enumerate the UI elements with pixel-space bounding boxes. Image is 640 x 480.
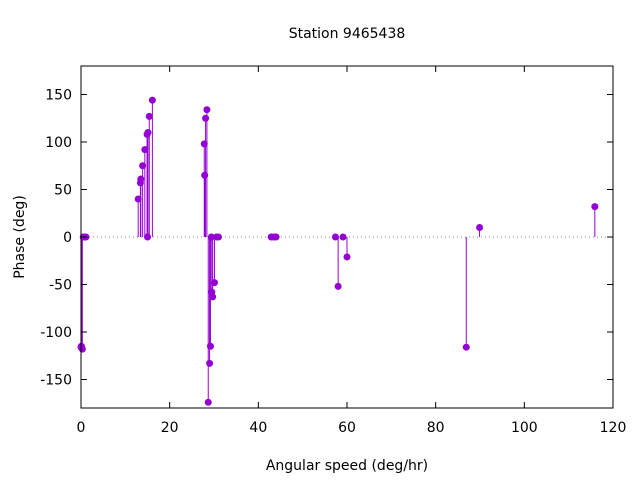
data-point	[144, 129, 152, 136]
y-tick-label: 0	[63, 230, 72, 246]
y-axis-label: Phase (deg)	[12, 195, 28, 279]
y-tick-label: -150	[40, 373, 72, 389]
x-tick-label: 60	[338, 420, 356, 436]
data-point	[476, 224, 484, 231]
data-point	[209, 293, 217, 301]
data-point	[591, 203, 599, 211]
data-point	[201, 171, 209, 179]
y-tick-label: -100	[40, 325, 72, 341]
x-tick-label: 20	[161, 420, 179, 436]
chart-title: Station 9465438	[289, 26, 406, 42]
data-point	[339, 233, 347, 241]
data-point	[139, 162, 147, 170]
y-tick-label: -50	[49, 278, 72, 294]
data-point	[207, 233, 215, 241]
data-point	[206, 342, 214, 350]
x-tick-label: 0	[77, 420, 86, 436]
x-axis-label: Angular speed (deg/hr)	[266, 458, 428, 474]
y-tick-label: 150	[45, 88, 72, 104]
data-point	[334, 282, 342, 290]
data-point	[204, 398, 212, 406]
data-point	[331, 233, 339, 241]
data-point	[148, 96, 156, 104]
data-point	[202, 114, 210, 122]
data-point	[462, 343, 470, 351]
y-tick-label: 100	[45, 135, 72, 151]
x-tick-label: 120	[600, 420, 627, 436]
data-point	[206, 359, 214, 367]
data-point	[214, 233, 222, 241]
data-point	[141, 146, 149, 154]
data-point	[200, 140, 208, 148]
y-tick-label: 50	[54, 183, 72, 199]
data-point	[137, 175, 145, 183]
data-point	[145, 112, 153, 120]
data-point	[144, 233, 151, 241]
data-point	[134, 195, 142, 203]
data-point	[203, 106, 211, 114]
x-tick-label: 100	[511, 420, 538, 436]
x-tick-label: 40	[249, 420, 267, 436]
point-layer	[77, 96, 599, 406]
data-point	[78, 345, 86, 353]
x-tick-label: 80	[427, 420, 445, 436]
data-point	[210, 279, 218, 287]
tick-layer: 0 20 40 60 80 100 120 -150 -100 -50 0 50 100 150	[40, 66, 626, 436]
stem-layer	[80, 100, 596, 403]
data-point	[343, 253, 351, 261]
data-point	[272, 233, 280, 241]
